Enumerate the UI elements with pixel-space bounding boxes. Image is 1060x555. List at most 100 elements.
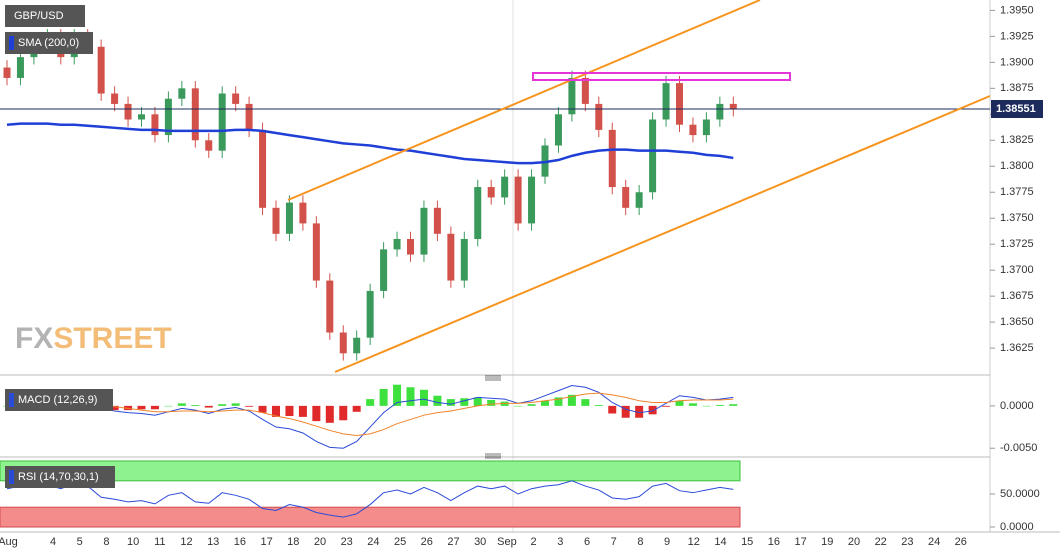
macd-histogram-bar — [594, 405, 603, 406]
candle-body — [649, 119, 657, 193]
macd-tag[interactable] — [5, 389, 113, 411]
oversold-zone — [0, 506, 741, 528]
x-tick-label: 11 — [154, 536, 165, 548]
x-tick-label: 16 — [234, 536, 246, 548]
candle-body — [702, 119, 710, 136]
x-tick-label: 23 — [341, 536, 353, 548]
candle-body — [393, 238, 401, 250]
resize-handle[interactable] — [485, 453, 501, 459]
macd-histogram-bar — [164, 405, 173, 407]
x-tick-label: 26 — [955, 536, 967, 548]
sma-tag[interactable] — [5, 32, 93, 54]
y-tick-label: 1.3675 — [1000, 290, 1034, 302]
x-tick-label: 27 — [447, 536, 459, 548]
macd-histogram-bar — [702, 405, 711, 407]
candle-body — [272, 207, 280, 234]
candle-body — [259, 129, 267, 208]
candle-body — [716, 103, 724, 120]
y-tick-label: 1.3950 — [1000, 4, 1034, 16]
x-tick-label: 8 — [637, 536, 643, 548]
resistance-zone — [532, 72, 791, 81]
candle-body — [218, 93, 226, 151]
x-tick-label: 22 — [875, 536, 887, 548]
macd-histogram-bar — [352, 405, 361, 412]
macd-line — [6, 385, 734, 449]
y-tick-label: 1.3900 — [1000, 56, 1034, 68]
macd-histogram-bar — [567, 394, 576, 406]
candle-body — [689, 124, 697, 136]
x-tick-label: 20 — [848, 536, 860, 548]
candle-body — [16, 57, 24, 78]
macd-histogram-bar — [473, 397, 482, 406]
x-tick-label: 30 — [474, 536, 486, 548]
macd-histogram-bar — [272, 405, 280, 417]
candle-body — [205, 140, 213, 151]
watermark-fx: FX — [15, 322, 53, 355]
watermark-street: STREET — [53, 322, 171, 355]
macd-histogram-bar — [379, 388, 388, 406]
rsi-label: RSI (14,70,30,1) — [18, 471, 99, 483]
candle-body — [380, 249, 388, 291]
y-tick-label: 1.3650 — [1000, 316, 1034, 328]
x-tick-label: 8 — [103, 536, 109, 548]
x-tick-label: 10 — [127, 536, 139, 548]
y-tick-label: 0.0000 — [1000, 400, 1034, 412]
y-tick-label: 1.3700 — [1000, 264, 1034, 276]
y-tick-label: -0.0050 — [1000, 442, 1037, 454]
macd-histogram-bar — [312, 405, 321, 422]
macd-histogram-bar — [514, 405, 523, 407]
signal-line — [6, 392, 734, 437]
macd-histogram-bar — [298, 405, 307, 417]
macd-histogram-bar — [419, 389, 428, 406]
macd-histogram-bar — [433, 395, 442, 406]
macd-histogram-bar — [191, 405, 200, 406]
sma-swatch — [9, 36, 14, 50]
macd-histogram-bar — [675, 400, 684, 406]
macd-histogram-bar — [460, 398, 469, 406]
y-tick-label: 1.3825 — [1000, 134, 1034, 146]
candle-body — [164, 98, 172, 136]
candle-body — [111, 93, 119, 104]
candle-body — [97, 46, 105, 94]
x-tick-label: 12 — [688, 536, 700, 548]
x-tick-label: 4 — [50, 536, 56, 548]
x-tick-label: 24 — [367, 536, 379, 548]
candle-body — [191, 88, 199, 141]
candle-body — [608, 129, 616, 188]
candle-body — [312, 223, 320, 281]
macd-label: MACD (12,26,9) — [18, 394, 97, 406]
macd-histogram-bar — [541, 400, 549, 406]
candle-body — [245, 103, 253, 130]
candle-body — [178, 88, 186, 99]
candle-body — [339, 332, 347, 354]
symbol-tag[interactable] — [5, 5, 85, 27]
candle-body — [474, 187, 482, 239]
candle-body — [299, 202, 307, 224]
y-tick-label: 1.3725 — [1000, 238, 1034, 250]
resize-handle[interactable] — [485, 375, 501, 381]
x-tick-label: 13 — [207, 536, 219, 548]
candle-body — [460, 238, 468, 281]
x-tick-label: 23 — [901, 536, 913, 548]
macd-histogram-bar — [446, 399, 455, 406]
last-price-label: 1.38551 — [996, 103, 1036, 115]
candle-body — [366, 290, 374, 338]
macd-histogram-bar — [554, 397, 563, 406]
macd-histogram-bar — [487, 399, 496, 406]
macd-histogram-bar — [325, 405, 334, 423]
rsi-tag[interactable] — [5, 466, 115, 488]
x-tick-label: Sep — [497, 536, 517, 548]
candle-body — [407, 238, 414, 255]
candle-body — [433, 207, 441, 234]
macd-histogram-bar — [715, 405, 724, 406]
candle-body — [487, 187, 495, 198]
trend-line — [287, 0, 761, 201]
sma-line — [6, 122, 734, 165]
y-tick-label: 1.3875 — [1000, 82, 1034, 94]
macd-histogram-bar — [339, 405, 348, 421]
x-tick-label: 14 — [714, 536, 726, 548]
trend-line — [334, 95, 991, 373]
candle-body — [420, 207, 428, 255]
macd-histogram-bar — [137, 405, 146, 410]
